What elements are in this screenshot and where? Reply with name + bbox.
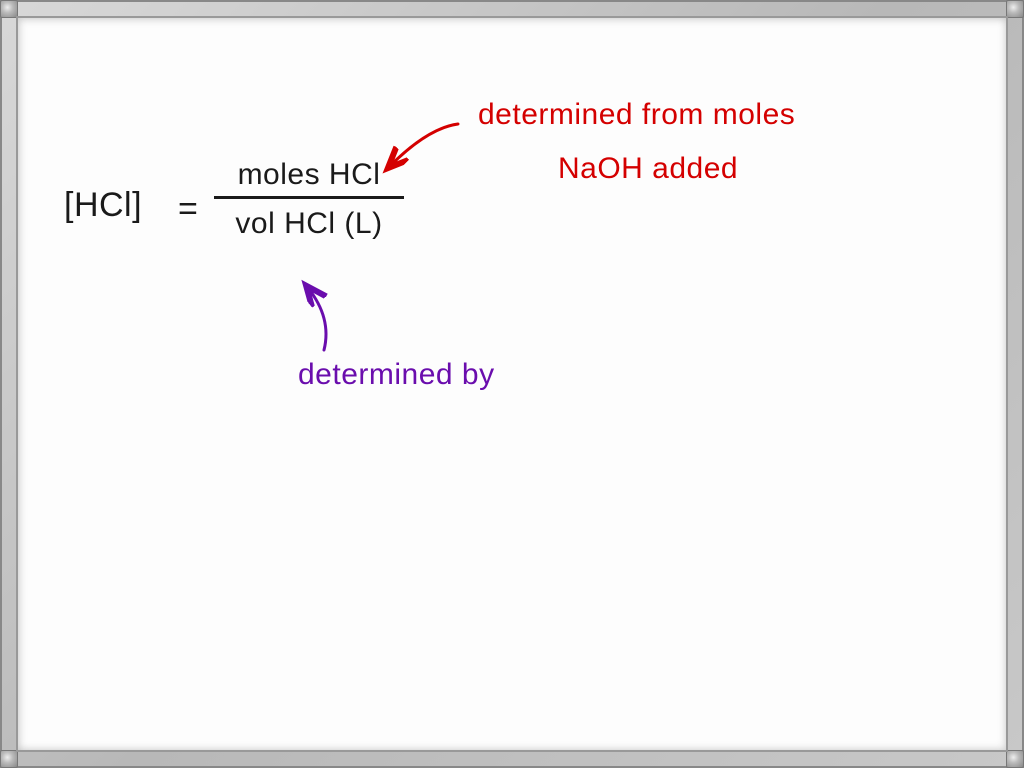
frame-screw-tr (1006, 0, 1024, 18)
frame-screw-bl (0, 750, 18, 768)
whiteboard-surface: [HCl] = moles HCl vol HCl (L) determined… (16, 16, 1008, 752)
arrow-purple (18, 18, 1024, 768)
whiteboard-frame: [HCl] = moles HCl vol HCl (L) determined… (0, 0, 1024, 768)
